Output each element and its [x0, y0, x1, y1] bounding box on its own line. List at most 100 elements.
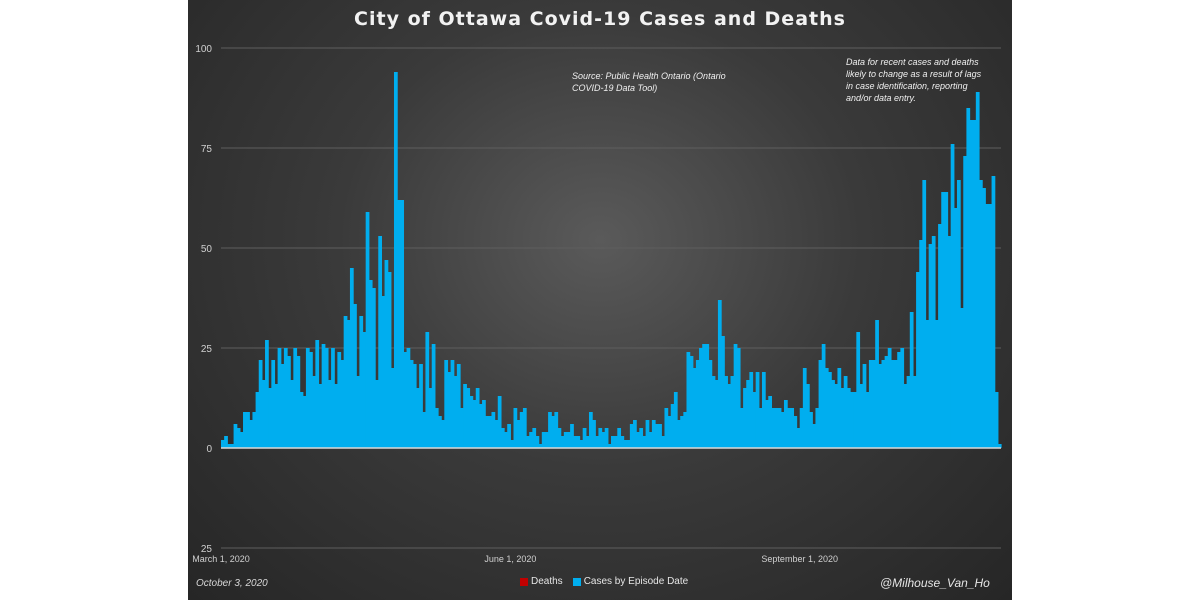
case-bar [853, 392, 857, 448]
case-bar [966, 108, 971, 448]
case-bar [343, 316, 348, 448]
case-bar [544, 432, 549, 448]
case-bar [733, 344, 738, 448]
case-bar [611, 436, 615, 448]
case-bar [563, 432, 568, 448]
case-bar [554, 412, 559, 448]
case-bar [349, 268, 354, 448]
case-bar [626, 440, 631, 448]
case-bar [931, 236, 936, 448]
case-bar [444, 360, 449, 448]
y-tick-label: 0 [206, 444, 212, 455]
chart-background [188, 0, 1012, 600]
case-bar [768, 396, 773, 448]
case-bar [510, 440, 515, 448]
case-bar [305, 348, 310, 448]
case-bar [271, 360, 276, 448]
case-bar [960, 308, 964, 448]
legend-swatch-cases [572, 577, 581, 586]
case-bar [812, 424, 817, 448]
case-bar [941, 192, 945, 448]
case-bar [717, 300, 722, 448]
case-bar [283, 348, 288, 448]
case-bar [579, 440, 584, 448]
case-bar [909, 312, 914, 448]
case-bar [856, 332, 861, 448]
case-bar [736, 348, 741, 448]
case-bar [799, 408, 804, 448]
case-bar [783, 400, 788, 448]
case-bar [758, 408, 763, 448]
case-bar [315, 340, 320, 448]
case-bar [875, 320, 879, 448]
case-bar [384, 260, 389, 448]
case-bar [340, 360, 345, 448]
y-tick-label: 50 [201, 244, 213, 255]
case-bar [239, 432, 244, 448]
case-bar [243, 412, 247, 448]
x-tick-label: September 1, 2020 [761, 554, 838, 564]
case-bar [749, 372, 754, 448]
disclaimer-note: Data for recent cases and deaths likely … [846, 57, 982, 103]
case-bar [648, 432, 653, 448]
case-bar [334, 384, 338, 448]
case-bar [903, 384, 908, 448]
case-bar [894, 360, 898, 448]
case-bar [912, 376, 917, 448]
y-tick-label: 25 [201, 344, 213, 355]
author-handle: @Milhouse_Van_Ho [880, 576, 990, 590]
case-bar [664, 408, 669, 448]
legend-label-deaths: Deaths [531, 576, 563, 587]
case-bar [614, 436, 618, 448]
case-bar [607, 444, 612, 448]
case-bar [265, 340, 269, 448]
legend: Deaths Cases by Episode Date [520, 576, 688, 587]
chart-title: City of Ottawa Covid-19 Cases and Deaths [354, 8, 846, 30]
case-bar [582, 428, 587, 448]
case-bar [639, 428, 644, 448]
case-bar [425, 332, 430, 448]
case-bar [721, 336, 725, 448]
case-bar [629, 424, 634, 448]
case-bar [793, 416, 798, 448]
case-bar [416, 388, 420, 448]
y-tick-label: 25 [201, 544, 213, 555]
case-bar [541, 432, 546, 448]
case-bar [978, 180, 983, 448]
case-bar [780, 412, 785, 448]
case-bar [419, 364, 423, 448]
case-bar [828, 372, 832, 448]
case-bar [771, 408, 776, 448]
y-tick-label: 75 [201, 144, 213, 155]
case-bar [274, 384, 279, 448]
case-bar [252, 412, 257, 448]
case-bar [318, 384, 323, 448]
case-bar [658, 424, 662, 448]
case-bar [809, 412, 813, 448]
case-bar [645, 420, 650, 448]
case-bar [230, 444, 235, 448]
case-bar [777, 408, 782, 448]
case-bar [346, 320, 351, 448]
legend-swatch-deaths [520, 577, 528, 586]
case-bar [642, 436, 647, 448]
case-bar [337, 352, 342, 448]
case-bar [887, 348, 892, 448]
case-bar [390, 368, 395, 448]
case-bar [633, 420, 637, 448]
case-bar [743, 388, 747, 448]
case-bar [456, 364, 461, 448]
case-bar [469, 396, 474, 448]
case-bar [362, 332, 367, 448]
legend-label-cases: Cases by Episode Date [583, 576, 689, 587]
case-bar [623, 440, 628, 448]
case-bar [636, 432, 640, 448]
case-bar [403, 352, 408, 448]
case-bar [699, 348, 703, 448]
case-bar [466, 388, 471, 448]
case-bar [375, 380, 379, 448]
case-bar [963, 156, 968, 448]
case-bar [287, 356, 291, 448]
case-bar [371, 288, 376, 448]
case-bar [312, 376, 316, 448]
